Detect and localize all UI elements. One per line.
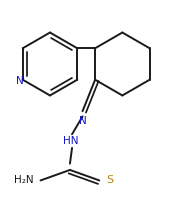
Text: N: N bbox=[79, 116, 86, 126]
Text: N: N bbox=[16, 76, 23, 86]
Text: H₂N: H₂N bbox=[14, 175, 33, 186]
Text: S: S bbox=[107, 175, 114, 186]
Text: HN: HN bbox=[63, 135, 79, 146]
